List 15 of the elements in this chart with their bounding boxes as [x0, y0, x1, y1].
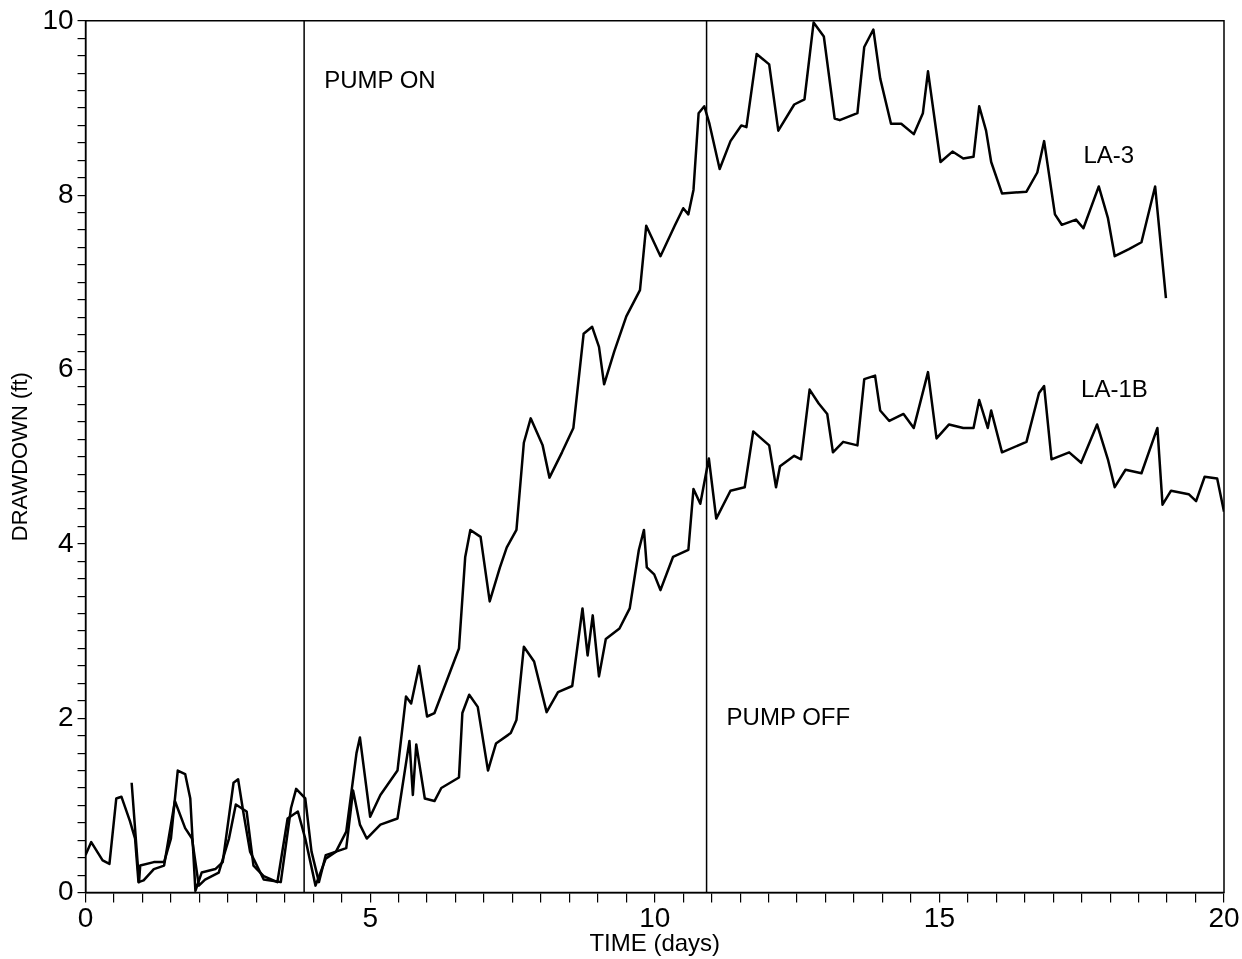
x-tick-label: 5 [362, 902, 378, 934]
x-tick-label: 0 [77, 902, 94, 934]
y-axis-title: DRAWDOWN (ft) [7, 372, 33, 542]
y-tick-label: 2 [57, 700, 74, 732]
y-tick-label: 6 [57, 352, 74, 384]
y-tick-label: 4 [57, 526, 74, 558]
ref-line-label: PUMP ON [324, 66, 436, 94]
series-label: LA-3 [1083, 140, 1135, 168]
series-label: LA-1B [1081, 375, 1148, 403]
x-tick-label: 15 [923, 902, 955, 934]
y-tick-label: 0 [57, 875, 74, 907]
x-tick-label: 20 [1208, 902, 1240, 934]
y-tick-label: 8 [57, 177, 74, 209]
ref-line-label: PUMP OFF [726, 702, 851, 730]
y-tick-label: 10 [42, 3, 74, 35]
